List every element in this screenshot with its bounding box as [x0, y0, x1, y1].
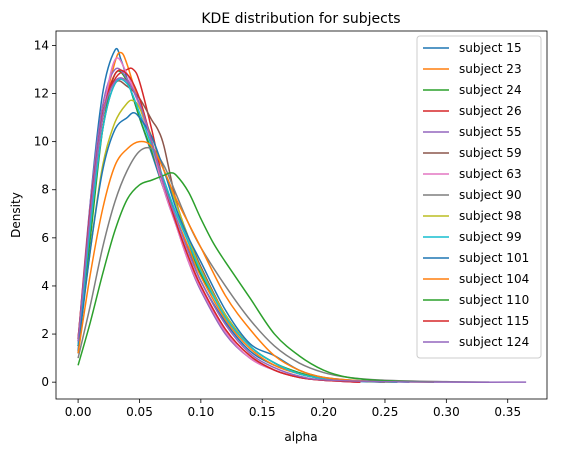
legend-label: subject 104	[459, 272, 529, 286]
legend-label: subject 55	[459, 125, 522, 139]
legend: subject 15 subject 23 subject 24 subject 26…	[416, 35, 542, 359]
series-line-13	[77, 172, 435, 383]
x-axis-label: alpha	[284, 430, 317, 444]
y-axis-label: Density	[9, 192, 23, 238]
legend-label: subject 101	[459, 251, 529, 265]
x-tick-label: 0.10	[187, 405, 214, 419]
y-tick-label: 0	[41, 375, 49, 389]
plot-area	[55, 30, 548, 400]
y-axis: 0 2 4 6 8 10 12 14	[34, 38, 56, 389]
y-tick-label: 6	[41, 231, 49, 245]
legend-label: subject 59	[459, 146, 522, 160]
series-line-15	[77, 77, 527, 383]
x-axis: 0.00 0.05 0.10 0.15 0.20 0.25 0.30 0.35	[65, 399, 521, 419]
x-tick-label: 0.15	[249, 405, 276, 419]
legend-label: subject 115	[459, 314, 529, 328]
x-tick-label: 0.35	[494, 405, 521, 419]
y-tick-label: 14	[34, 38, 49, 52]
series-line-14	[77, 69, 361, 383]
series-line-7	[77, 57, 361, 383]
y-tick-label: 2	[41, 327, 49, 341]
x-tick-label: 0.20	[310, 405, 337, 419]
y-tick-label: 8	[41, 183, 49, 197]
legend-label: subject 110	[459, 293, 529, 307]
series-lines	[77, 47, 527, 383]
legend-label: subject 15	[459, 41, 522, 55]
series-line-10	[77, 78, 398, 383]
x-tick-label: 0.00	[65, 405, 92, 419]
y-tick-label: 10	[34, 135, 49, 149]
x-tick-label: 0.25	[372, 405, 399, 419]
legend-label: subject 98	[459, 209, 522, 223]
x-tick-label: 0.05	[126, 405, 153, 419]
legend-label: subject 90	[459, 188, 522, 202]
series-line-5	[77, 67, 361, 383]
plot-frame	[55, 30, 548, 400]
y-tick-label: 12	[34, 87, 49, 101]
legend-label: subject 63	[459, 167, 522, 181]
legend-label: subject 124	[459, 335, 529, 349]
legend-label: subject 24	[459, 83, 522, 97]
legend-label: subject 99	[459, 230, 522, 244]
legend-label: subject 26	[459, 104, 522, 118]
legend-label: subject 23	[459, 62, 522, 76]
series-line-12	[77, 140, 435, 383]
chart-title: KDE distribution for subjects	[201, 11, 400, 27]
x-tick-label: 0.30	[433, 405, 460, 419]
y-tick-label: 4	[41, 279, 49, 293]
legend-box	[416, 35, 542, 359]
series-line-4	[77, 67, 361, 383]
